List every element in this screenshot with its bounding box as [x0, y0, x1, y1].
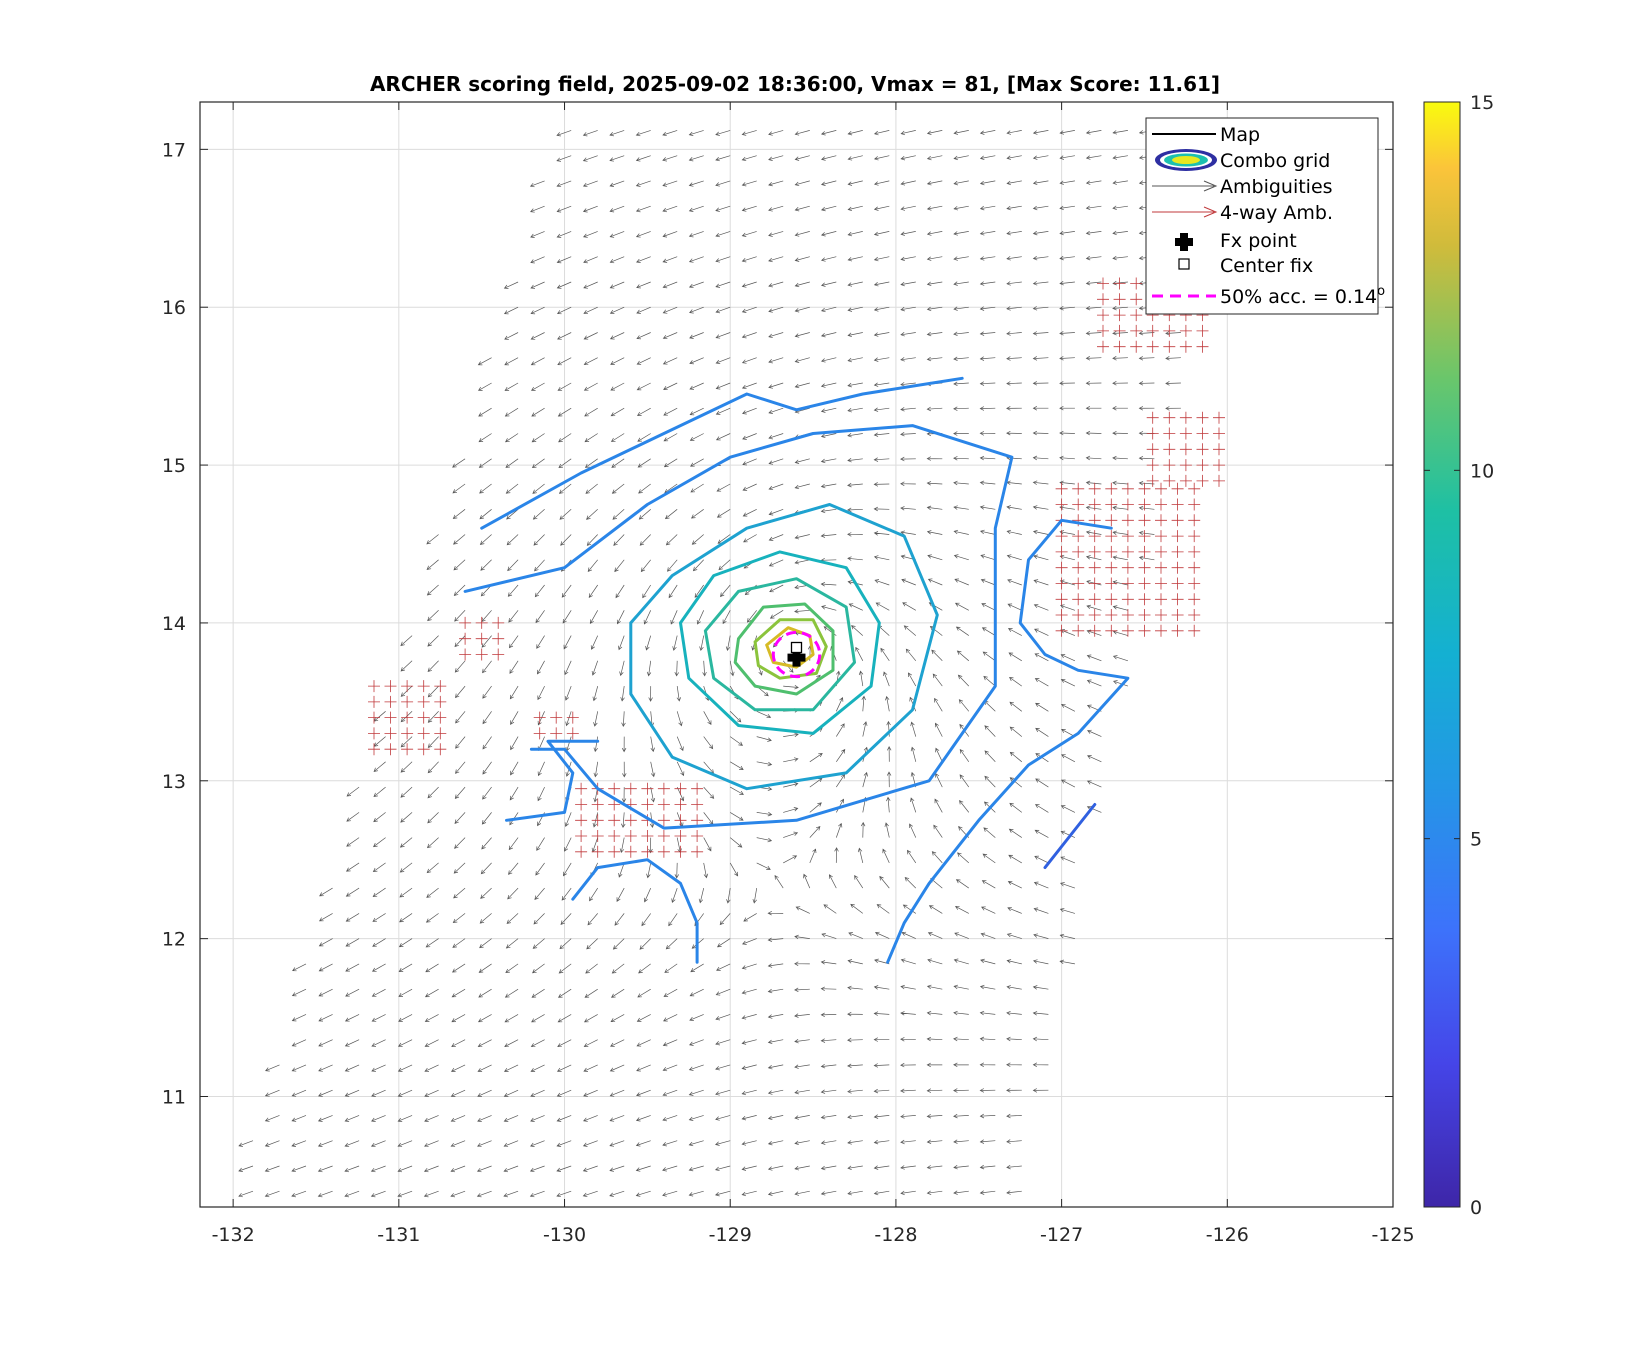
y-tick-label: 11 [162, 1087, 186, 1109]
score-contour-10 [753, 618, 828, 680]
colorbar-tick-label: 5 [1470, 829, 1482, 851]
center-fix-marker [790, 641, 803, 654]
score-contour-1 [463, 424, 1014, 830]
ambiguity-crosses [368, 277, 1225, 858]
score-contour-7 [679, 550, 881, 735]
score-contours [463, 376, 1130, 964]
score-contour-3 [886, 518, 1130, 964]
x-tick-label: -126 [1206, 1224, 1249, 1246]
colorbar-tick-label: 15 [1470, 92, 1494, 114]
axis-ticks: -132 -131 -130 -129 -128 -127 -126 -125 11 12 13 14… [162, 102, 1415, 1246]
legend-combo-label: Combo grid [1220, 150, 1330, 172]
colorbar-ticks: 0 5 10 15 [1424, 92, 1494, 1219]
legend-accuracy-degree: o [1377, 284, 1385, 299]
legend-ambiguities-label: Ambiguities [1220, 176, 1333, 198]
y-tick-label: 16 [162, 297, 186, 319]
x-tick-label: -128 [874, 1224, 917, 1246]
colorbar-tick-label: 0 [1470, 1197, 1482, 1219]
legend-4way-arrowhead [1203, 206, 1218, 218]
legend-fx-point-label: Fx point [1220, 230, 1297, 252]
score-contour-0 [480, 376, 964, 530]
legend-fx-point-swatch [1175, 233, 1193, 251]
fx-point-marker [787, 648, 806, 667]
score-contour-2 [505, 739, 600, 822]
colorbar [1423, 101, 1461, 1208]
wind-vectors [238, 130, 1234, 1198]
legend-accuracy-label: 50% acc. = 0.14o [1220, 284, 1385, 308]
chart-title: ARCHER scoring field, 2025-09-02 18:36:0… [370, 72, 1220, 96]
legend-center-fix-label: Center fix [1220, 255, 1313, 277]
y-tick-label: 14 [162, 613, 186, 635]
center-markers [771, 630, 822, 679]
plot-area-frame [199, 101, 1394, 1208]
x-tick-label: -127 [1040, 1224, 1083, 1246]
score-contour-4 [571, 858, 699, 964]
y-tick-label: 13 [162, 771, 186, 793]
score-contour-6 [629, 503, 939, 791]
score-contour-8 [703, 577, 856, 712]
x-tick-label: -125 [1371, 1224, 1414, 1246]
x-tick-label: -132 [212, 1224, 255, 1246]
y-tick-label: 15 [162, 455, 186, 477]
legend-4way-label: 4-way Amb. [1220, 202, 1333, 224]
four-way-ambiguity-vectors [368, 277, 1225, 858]
legend-combo-ring-yellow [1172, 156, 1200, 164]
accuracy-circle [771, 630, 822, 679]
score-contour-5 [1043, 803, 1097, 870]
legend-ambiguities-arrowhead [1203, 180, 1218, 192]
legend: Map Combo grid Ambiguities 4-way Amb. Fx… [1145, 117, 1385, 315]
legend-center-fix-swatch [1178, 258, 1190, 270]
score-contour-11 [765, 626, 815, 669]
legend-map-label: Map [1220, 124, 1260, 146]
legend-accuracy-text: 50% acc. = 0.14 [1220, 286, 1377, 308]
x-tick-label: -131 [377, 1224, 420, 1246]
x-tick-label: -129 [709, 1224, 752, 1246]
y-tick-label: 17 [162, 139, 186, 161]
wind-vector-field [238, 130, 1234, 1198]
x-tick-label: -130 [543, 1224, 586, 1246]
y-tick-label: 12 [162, 929, 186, 951]
colorbar-tick-label: 10 [1470, 460, 1494, 482]
score-contour-9 [733, 602, 835, 696]
